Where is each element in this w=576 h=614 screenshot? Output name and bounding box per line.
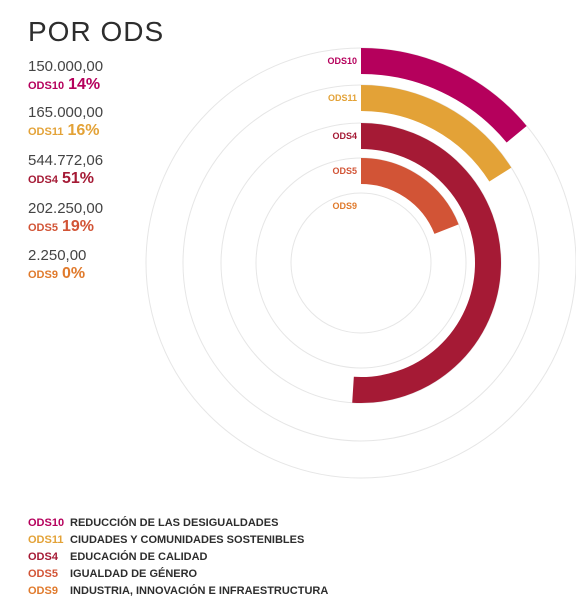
bar-ods4 <box>352 123 501 403</box>
legend-code: ODS9 <box>28 585 58 597</box>
stat-ods10: 150.000,00 ODS10 14% <box>28 58 103 94</box>
legend-item-ods4: ODS4 EDUCACIÓN DE CALIDAD <box>28 551 208 563</box>
legend-code: ODS5 <box>28 568 58 580</box>
stat-percent: 14% <box>68 76 101 93</box>
ring-label-ods9: ODS9 <box>332 201 357 211</box>
stat-amount: 2.250,00 <box>28 247 87 264</box>
stat-percent: 0% <box>61 265 86 282</box>
stat-amount: 150.000,00 <box>28 58 104 75</box>
ring-label-ods5: ODS5 <box>332 166 357 176</box>
stat-code: ODS4 <box>28 174 58 186</box>
legend-code: ODS10 <box>28 517 65 529</box>
stat-code: ODS5 <box>28 222 58 234</box>
ring-label-ods4: ODS4 <box>332 131 357 141</box>
legend-label: REDUCCIÓN DE LAS DESIGUALDADES <box>70 517 279 529</box>
legend-item-ods11: ODS11 CIUDADES Y COMUNIDADES SOSTENIBLES <box>28 534 304 546</box>
stat-amount: 165.000,00 <box>28 104 104 121</box>
stat-code: ODS9 <box>28 269 58 281</box>
legend-label: IGUALDAD DE GÉNERO <box>70 568 198 580</box>
stat-code: ODS11 <box>28 126 64 138</box>
bar-ods5 <box>360 158 459 235</box>
stat-ods11: 165.000,00 ODS11 16% <box>28 104 103 140</box>
ring-label-ods11: ODS11 <box>328 93 357 103</box>
bar-ods10 <box>360 48 527 143</box>
legend-item-ods5: ODS5 IGUALDAD DE GÉNERO <box>28 568 197 580</box>
stat-ods9: 2.250,00 ODS9 0% <box>28 247 86 283</box>
legend-label: INDUSTRIA, INNOVACIÓN E INFRAESTRUCTURA <box>70 585 329 597</box>
page-title: POR ODS <box>28 16 165 47</box>
guide-ring <box>290 192 432 334</box>
legend-label: EDUCACIÓN DE CALIDAD <box>70 551 208 563</box>
legend-code: ODS4 <box>28 551 58 563</box>
stat-ods5: 202.250,00 ODS5 19% <box>28 200 103 236</box>
stat-amount: 544.772,06 <box>28 152 104 169</box>
stat-percent: 51% <box>61 170 94 187</box>
stat-percent: 16% <box>67 122 100 139</box>
legend-code: ODS11 <box>28 534 64 546</box>
legend-label: CIUDADES Y COMUNIDADES SOSTENIBLES <box>70 534 305 546</box>
stat-percent: 19% <box>61 218 94 235</box>
ring-label-ods10: ODS10 <box>327 56 357 66</box>
stat-code: ODS10 <box>28 80 65 92</box>
legend-item-ods10: ODS10 REDUCCIÓN DE LAS DESIGUALDADES <box>28 517 278 529</box>
bar-ods11 <box>360 85 512 182</box>
stat-ods4: 544.772,06 ODS4 51% <box>28 152 103 188</box>
stat-amount: 202.250,00 <box>28 200 104 217</box>
legend-item-ods9: ODS9 INDUSTRIA, INNOVACIÓN E INFRAESTRUCT… <box>28 585 328 597</box>
